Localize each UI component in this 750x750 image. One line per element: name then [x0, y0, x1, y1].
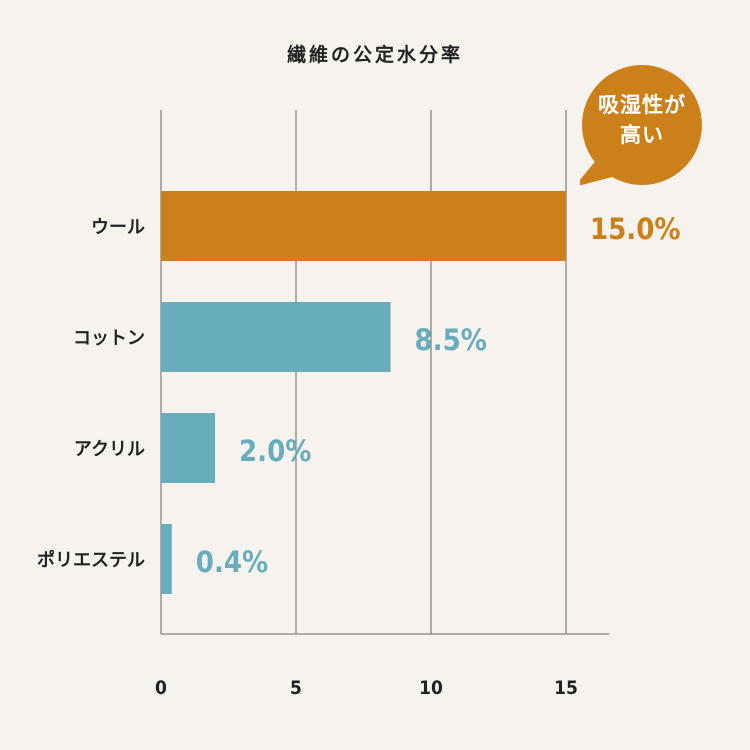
value-label-2: 2.0% — [239, 434, 311, 468]
x-tick-label-3: 15 — [554, 677, 578, 699]
bar-2 — [161, 413, 215, 483]
category-label-1: コットン — [73, 328, 145, 349]
category-label-2: アクリル — [74, 439, 145, 460]
bar-0 — [161, 191, 566, 261]
x-tick-label-0: 0 — [155, 677, 167, 699]
category-label-0: ウール — [91, 217, 145, 238]
chart-title: 繊維の公定水分率 — [286, 44, 463, 66]
x-tick-label-2: 10 — [419, 677, 443, 699]
annotation-text: 吸湿性が 高い — [580, 90, 704, 150]
x-tick-label-1: 5 — [290, 677, 302, 699]
value-label-1: 8.5% — [415, 323, 487, 357]
value-label-0: 15.0% — [590, 212, 681, 246]
annotation-bubble — [580, 65, 702, 186]
value-label-3: 0.4% — [196, 545, 268, 579]
bar-3 — [161, 524, 172, 594]
annotation-line-1: 吸湿性が — [598, 93, 686, 117]
category-label-3: ポリエステル — [37, 549, 145, 571]
bar-1 — [161, 302, 391, 372]
annotation-line-2: 高い — [620, 123, 664, 147]
